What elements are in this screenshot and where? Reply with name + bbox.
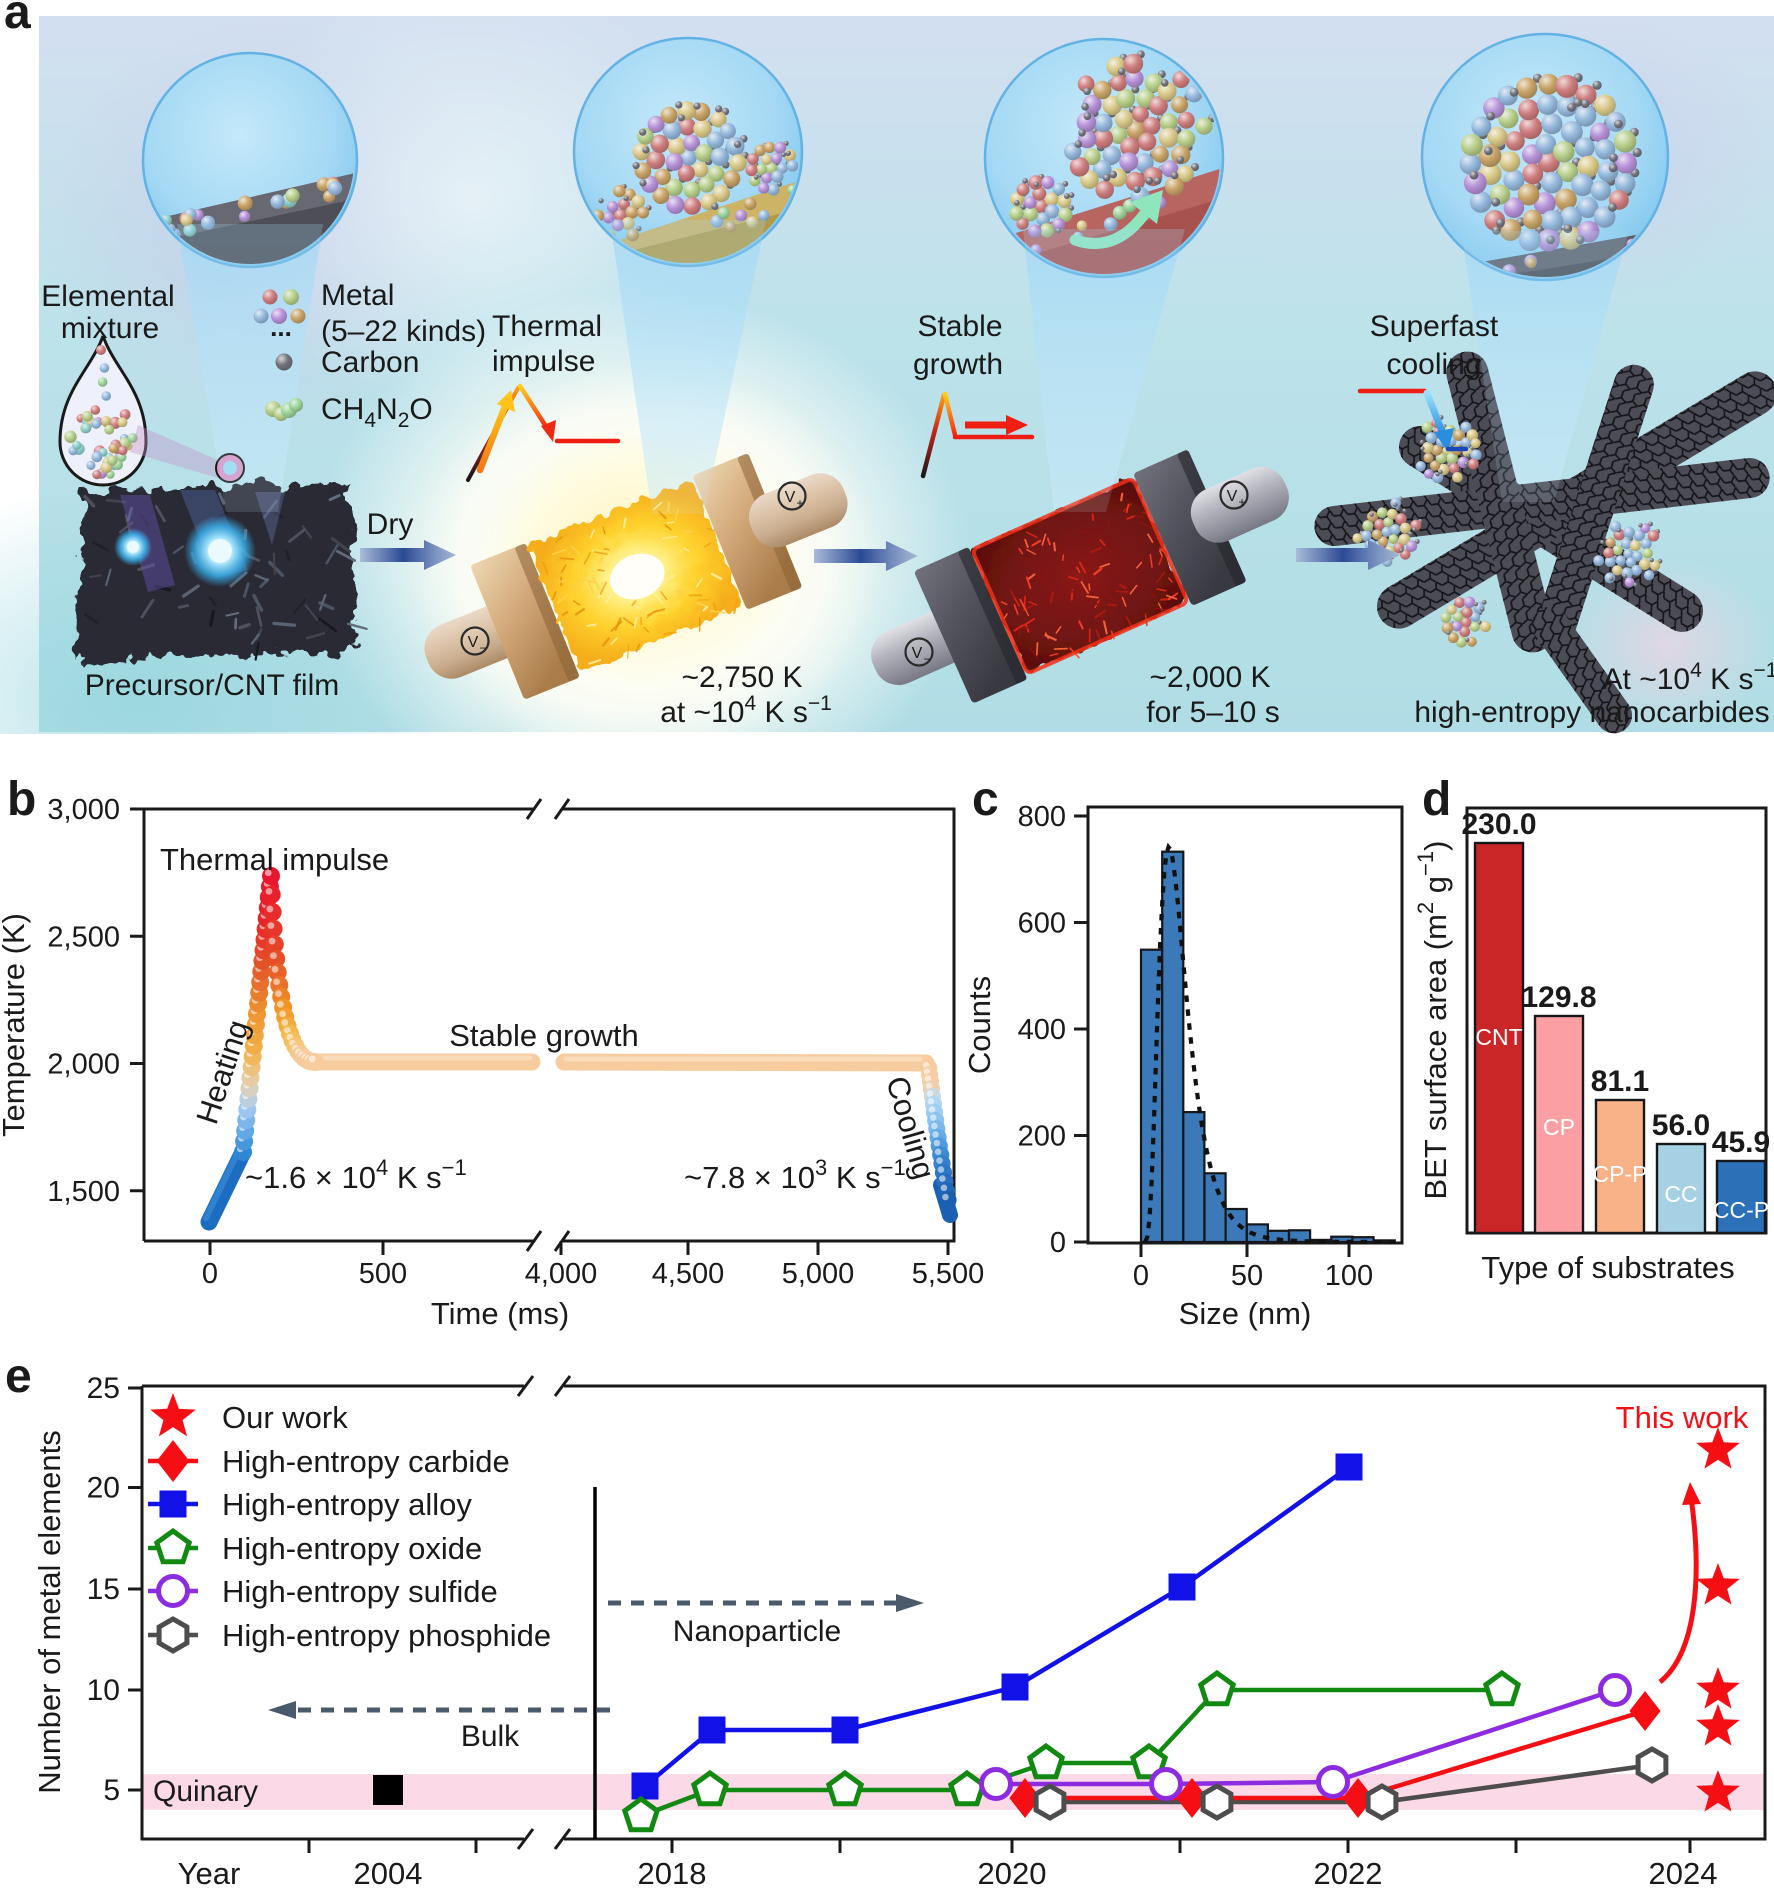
svg-text:CC-P: CC-P	[1713, 1197, 1769, 1223]
svg-text:200: 200	[1018, 1121, 1066, 1153]
svg-text:0: 0	[202, 1258, 218, 1290]
svg-text:Quinary: Quinary	[153, 1775, 258, 1808]
svg-text:81.1: 81.1	[1591, 1065, 1649, 1098]
svg-text:2004: 2004	[354, 1856, 423, 1890]
svg-text:Elemental: Elemental	[41, 280, 174, 313]
svg-text:3,000: 3,000	[47, 794, 120, 826]
svg-text:2,500: 2,500	[47, 921, 120, 953]
svg-text:−: −	[479, 641, 486, 655]
svg-text:impulse: impulse	[492, 345, 595, 378]
svg-text:d: d	[1422, 773, 1451, 826]
svg-text:−: −	[923, 652, 930, 666]
svg-text:CP: CP	[1543, 1114, 1575, 1140]
svg-text:4,000: 4,000	[525, 1258, 598, 1290]
svg-text:5,500: 5,500	[912, 1258, 985, 1290]
svg-text:c: c	[972, 773, 999, 826]
svg-text:5,000: 5,000	[782, 1258, 855, 1290]
svg-text:High-entropy phosphide: High-entropy phosphide	[222, 1618, 551, 1653]
svg-text:129.8: 129.8	[1521, 981, 1596, 1014]
svg-text:At ~104 K s−1: At ~104 K s−1	[1603, 659, 1774, 696]
svg-text:cooling: cooling	[1386, 348, 1481, 381]
svg-text:High-entropy carbide: High-entropy carbide	[222, 1444, 510, 1479]
svg-text:~1.6 × 104 K s−1: ~1.6 × 104 K s−1	[245, 1155, 467, 1195]
svg-text:CC: CC	[1664, 1181, 1697, 1207]
svg-text:Number of metal elements: Number of metal elements	[32, 1430, 67, 1794]
svg-text:(5–22 kinds): (5–22 kinds)	[321, 315, 486, 348]
svg-text:Precursor/CNT film: Precursor/CNT film	[85, 669, 339, 702]
svg-text:High-entropy alloy: High-entropy alloy	[222, 1487, 472, 1522]
svg-text:1,500: 1,500	[47, 1176, 120, 1208]
svg-text:V: V	[785, 489, 796, 506]
svg-text:4,500: 4,500	[652, 1258, 725, 1290]
svg-text:for 5–10 s: for 5–10 s	[1146, 696, 1279, 729]
svg-text:Metal: Metal	[321, 279, 394, 312]
svg-text:e: e	[5, 1350, 32, 1403]
svg-text:Counts: Counts	[962, 976, 997, 1074]
svg-text:~2,750 K: ~2,750 K	[682, 661, 803, 694]
svg-text:a: a	[4, 0, 31, 39]
svg-text:45.9: 45.9	[1712, 1126, 1770, 1159]
svg-text:5: 5	[103, 1774, 120, 1807]
svg-text:high-entropy nanocarbides: high-entropy nanocarbides	[1414, 696, 1769, 729]
svg-text:This work: This work	[1616, 1400, 1749, 1435]
svg-text:...: ...	[270, 312, 292, 342]
svg-text:2,000: 2,000	[47, 1049, 120, 1081]
svg-text:V: V	[468, 634, 479, 651]
svg-text:Superfast: Superfast	[1370, 310, 1499, 343]
svg-text:2024: 2024	[1649, 1856, 1718, 1890]
svg-text:10: 10	[87, 1674, 120, 1707]
svg-text:~2,000 K: ~2,000 K	[1150, 661, 1271, 694]
svg-text:2020: 2020	[978, 1856, 1047, 1890]
svg-text:Type of substrates: Type of substrates	[1481, 1250, 1734, 1285]
svg-text:20: 20	[87, 1472, 120, 1505]
svg-text:0: 0	[1133, 1260, 1149, 1292]
svg-text:Time (ms): Time (ms)	[431, 1296, 569, 1331]
svg-text:CP-P: CP-P	[1593, 1161, 1648, 1187]
svg-text:~7.8 × 103 K s−1: ~7.8 × 103 K s−1	[684, 1155, 906, 1195]
svg-text:500: 500	[359, 1258, 407, 1290]
svg-text:CNT: CNT	[1475, 1024, 1522, 1050]
svg-text:Year: Year	[178, 1856, 241, 1890]
svg-text:High-entropy sulfide: High-entropy sulfide	[222, 1574, 498, 1609]
svg-text:400: 400	[1018, 1014, 1066, 1046]
svg-text:Thermal impulse: Thermal impulse	[160, 842, 389, 877]
svg-text:Our work: Our work	[222, 1400, 348, 1435]
svg-text:800: 800	[1018, 801, 1066, 833]
svg-text:Carbon: Carbon	[321, 346, 419, 379]
svg-text:50: 50	[1231, 1260, 1263, 1292]
svg-text:Bulk: Bulk	[461, 1720, 520, 1753]
svg-text:2018: 2018	[638, 1856, 707, 1890]
svg-text:High-entropy oxide: High-entropy oxide	[222, 1531, 482, 1566]
svg-text:56.0: 56.0	[1652, 1109, 1710, 1142]
svg-text:BET surface area (m2 g−1): BET surface area (m2 g−1)	[1413, 841, 1453, 1200]
svg-text:+: +	[796, 496, 803, 510]
svg-text:mixture: mixture	[61, 312, 159, 345]
svg-text:15: 15	[87, 1573, 120, 1606]
svg-text:Dry: Dry	[367, 508, 414, 541]
svg-text:25: 25	[87, 1372, 120, 1405]
svg-text:V: V	[1227, 488, 1238, 505]
svg-text:Stable growth: Stable growth	[449, 1018, 639, 1053]
svg-text:V: V	[912, 645, 923, 662]
svg-text:CH4N2O: CH4N2O	[321, 393, 433, 432]
svg-text:growth: growth	[913, 348, 1003, 381]
svg-text:100: 100	[1325, 1260, 1373, 1292]
svg-text:Size (nm): Size (nm)	[1179, 1296, 1312, 1331]
svg-text:230.0: 230.0	[1461, 808, 1536, 841]
svg-text:600: 600	[1018, 908, 1066, 940]
svg-text:0: 0	[1050, 1227, 1066, 1259]
svg-text:Nanoparticle: Nanoparticle	[673, 1615, 841, 1648]
svg-text:Temperature (K): Temperature (K)	[0, 913, 31, 1137]
svg-text:b: b	[7, 773, 36, 826]
svg-text:2022: 2022	[1314, 1856, 1383, 1890]
svg-text:Thermal: Thermal	[492, 310, 602, 343]
svg-text:+: +	[1238, 495, 1245, 509]
svg-text:Stable: Stable	[917, 310, 1002, 343]
